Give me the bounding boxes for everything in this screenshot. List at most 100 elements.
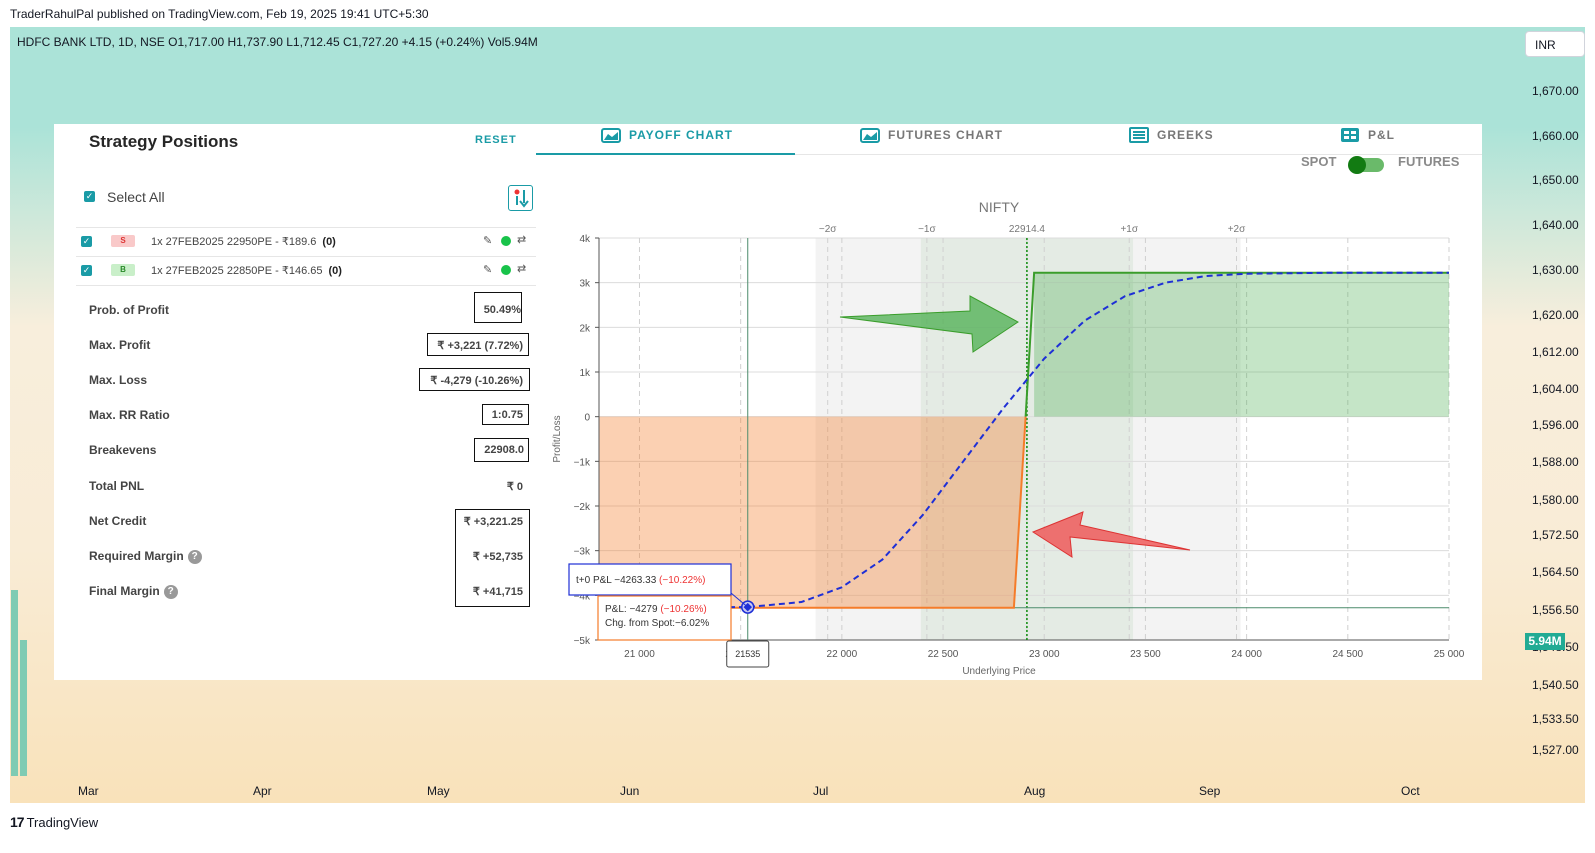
- leg-qty: (0): [328, 265, 342, 277]
- strategy-panel: Strategy Positions RESET PAYOFF CHART FU…: [54, 124, 1482, 680]
- leg-description: 1x 27FEB2025 22950PE - ₹189.6 (0): [151, 235, 336, 248]
- tab-label: P&L: [1368, 128, 1395, 142]
- stat-label: Max. Loss: [89, 373, 148, 387]
- tplus0-tooltip-text: t+0 P&L −4263.33 (−10.22%): [576, 575, 705, 586]
- chart-title: NIFTY: [979, 199, 1020, 215]
- futures-label: FUTURES: [1398, 154, 1460, 169]
- stat-label: Required Margin?: [89, 549, 202, 564]
- edit-icon[interactable]: ✎: [483, 235, 493, 247]
- active-tab-indicator: [536, 153, 795, 155]
- publisher-line: TraderRahulPal published on TradingView.…: [10, 7, 429, 21]
- spot-label: SPOT: [1301, 154, 1337, 169]
- tab-payoff-chart[interactable]: PAYOFF CHART: [601, 127, 733, 143]
- y-tick-label: −2k: [574, 502, 591, 513]
- y-tick-label: −1k: [574, 457, 591, 468]
- leg-divider: [76, 256, 536, 257]
- sell-badge: S: [111, 235, 135, 247]
- price-scale-label: 1,640.00: [1532, 218, 1579, 232]
- tab-pnl[interactable]: P&L: [1340, 127, 1395, 143]
- x-tick-label: 22 000: [827, 649, 858, 660]
- stat-label: Max. RR Ratio: [89, 408, 170, 422]
- swap-icon[interactable]: ⇄: [517, 263, 527, 275]
- time-axis-label: Mar: [78, 784, 99, 798]
- time-axis-label: Oct: [1401, 784, 1420, 798]
- price-scale-label: 1,612.00: [1532, 345, 1579, 359]
- tooltip-connector: [730, 592, 749, 608]
- sigma-label: −1σ: [918, 224, 936, 235]
- sort-icon: [514, 189, 529, 208]
- time-axis-label: Aug: [1024, 784, 1046, 798]
- stat-value-final-margin: ₹ +41,715: [472, 586, 523, 598]
- stat-label: Prob. of Profit: [89, 303, 169, 317]
- time-axis-label: May: [427, 784, 450, 798]
- sigma-label: −2σ: [819, 224, 837, 235]
- select-all-checkbox[interactable]: ✓: [84, 191, 95, 202]
- leg-text: 1x 27FEB2025 22950PE - ₹189.6: [151, 236, 317, 248]
- toggle-knob[interactable]: [1348, 156, 1366, 174]
- stat-label: Total PNL: [89, 479, 145, 493]
- tradingview-logo-text: TradingView: [26, 815, 99, 830]
- price-scale-label: 1,588.00: [1532, 455, 1579, 469]
- cursor-x-label-box: [726, 640, 770, 668]
- leg-description: 1x 27FEB2025 22850PE - ₹146.65 (0): [151, 264, 342, 277]
- leg-divider: [76, 285, 536, 286]
- price-scale-label: 1,533.50: [1532, 712, 1579, 726]
- red-arrow-icon: [1031, 511, 1191, 558]
- annotation-box: [419, 368, 530, 391]
- tab-futures-chart[interactable]: FUTURES CHART: [860, 127, 1003, 143]
- pnl-tooltip-pct: (−10.26%): [660, 604, 706, 615]
- x-axis-title: Underlying Price: [962, 666, 1036, 677]
- reset-button[interactable]: RESET: [475, 134, 517, 146]
- leg-checkbox[interactable]: ✓: [81, 236, 92, 247]
- profit-area: [1034, 272, 1449, 417]
- edit-icon[interactable]: ✎: [483, 264, 493, 276]
- volume-bar: [20, 640, 27, 776]
- status-dot-icon: [501, 236, 511, 246]
- stat-value-total-pnl: ₹ 0: [506, 481, 523, 493]
- x-tick-label: 23 500: [1130, 649, 1161, 660]
- tab-greeks[interactable]: GREEKS: [1129, 127, 1214, 143]
- x-tick-label: 21 000: [624, 649, 655, 660]
- price-scale-label: 1,650.00: [1532, 173, 1579, 187]
- swap-icon[interactable]: ⇄: [517, 234, 527, 246]
- payoff-chart-icon: [601, 128, 621, 143]
- price-scale-label: 1,660.00: [1532, 129, 1579, 143]
- y-tick-label: −4k: [574, 591, 591, 602]
- status-dot-icon: [501, 265, 511, 275]
- price-scale-label: 1,630.00: [1532, 263, 1579, 277]
- price-scale-label: 1,527.00: [1532, 743, 1579, 757]
- stat-label-text: Required Margin: [89, 549, 184, 563]
- buy-badge: B: [111, 264, 135, 276]
- currency-button[interactable]: INR: [1525, 31, 1585, 57]
- select-all-label: Select All: [107, 189, 165, 205]
- volume-bar: [11, 590, 18, 776]
- price-scale-label: 1,596.00: [1532, 418, 1579, 432]
- y-tick-label: 4k: [579, 234, 591, 245]
- price-scale-label: 1,670.00: [1532, 84, 1579, 98]
- y-axis-title: Profit/Loss: [552, 415, 563, 462]
- tplus0-tooltip: [568, 563, 732, 596]
- pnl-icon: [1341, 128, 1359, 142]
- annotation-box: [482, 404, 529, 425]
- x-tick-label: 24 000: [1231, 649, 1262, 660]
- stat-label-text: Final Margin: [89, 584, 160, 598]
- help-icon[interactable]: ?: [187, 549, 202, 564]
- time-axis-label: Jul: [813, 784, 829, 798]
- stat-value-net-credit: ₹ +3,221.25: [463, 516, 523, 528]
- expiry-payoff-loss-line: [599, 416, 1027, 609]
- leg-checkbox[interactable]: ✓: [81, 265, 92, 276]
- leg-text: 1x 27FEB2025 22850PE - ₹146.65: [151, 265, 323, 277]
- tplus0-line: [599, 271, 1449, 609]
- sort-button[interactable]: [508, 185, 533, 211]
- stat-label: Max. Profit: [89, 338, 151, 352]
- pnl-tooltip-change: Chg. from Spot:−6.02%: [605, 618, 709, 629]
- annotation-box: [474, 292, 522, 323]
- tradingview-logo[interactable]: 17 TradingView: [10, 814, 98, 830]
- annotation-box: [455, 509, 530, 607]
- help-icon[interactable]: ?: [163, 584, 178, 599]
- stat-label: Final Margin?: [89, 584, 178, 599]
- tab-divider: [536, 154, 1482, 155]
- green-arrow-icon: [839, 295, 1019, 353]
- time-axis-label: Apr: [253, 784, 272, 798]
